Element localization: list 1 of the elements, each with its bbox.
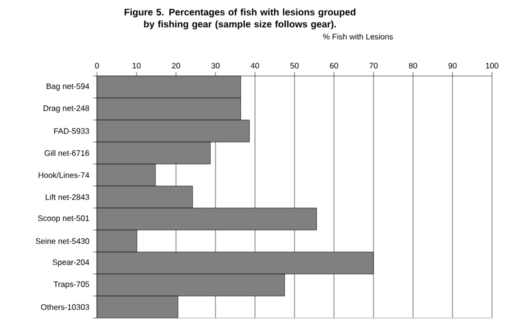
- chart-title: Figure 5. Percentages of fish with lesions grouped by fishing gear (sample size follows gear).: [124, 8, 356, 30]
